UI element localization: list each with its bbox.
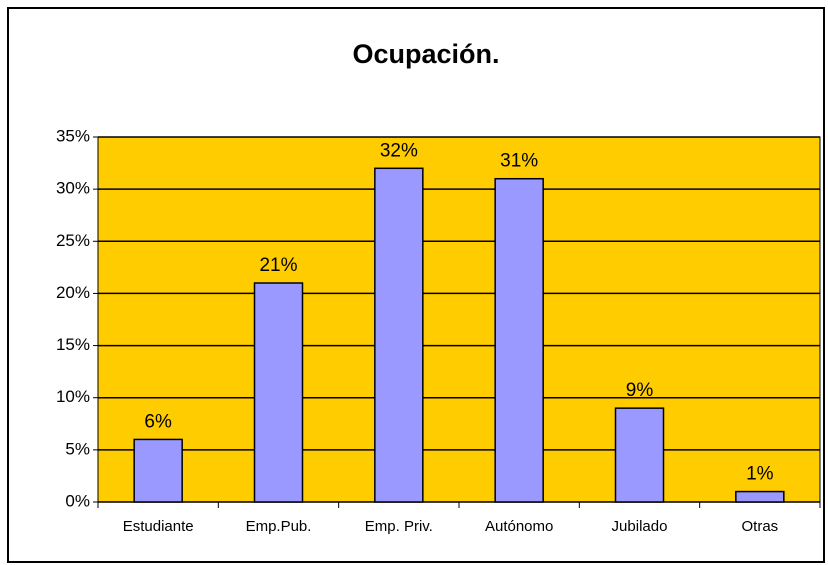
x-tick-label: Emp.Pub. <box>246 518 312 535</box>
data-label: 31% <box>500 151 538 172</box>
chart-title: Ocupación. <box>352 39 499 69</box>
x-tick-label: Estudiante <box>123 518 194 535</box>
y-tick-label: 30% <box>56 179 90 198</box>
y-tick-label: 20% <box>56 283 90 302</box>
x-tick-label: Autónomo <box>485 518 553 535</box>
y-tick-label: 35% <box>56 126 90 145</box>
data-label: 21% <box>259 255 297 276</box>
bar <box>614 407 665 503</box>
bar <box>494 177 544 503</box>
data-label: 9% <box>626 380 654 401</box>
y-tick-label: 15% <box>56 335 90 354</box>
x-tick-label: Emp. Priv. <box>365 518 433 535</box>
y-tick-label: 5% <box>65 439 90 458</box>
bar <box>735 490 785 503</box>
bar <box>374 167 424 503</box>
data-label: 6% <box>144 411 172 432</box>
bar <box>133 438 183 503</box>
plot-area <box>97 136 821 503</box>
y-tick-label: 25% <box>56 231 90 250</box>
data-label: 1% <box>746 464 774 485</box>
bar <box>253 282 304 503</box>
data-label: 32% <box>380 140 418 161</box>
x-tick-label: Otras <box>741 518 778 535</box>
y-tick-label: 10% <box>56 387 90 406</box>
x-tick-label: Jubilado <box>612 518 668 535</box>
y-tick-label: 0% <box>65 491 90 510</box>
